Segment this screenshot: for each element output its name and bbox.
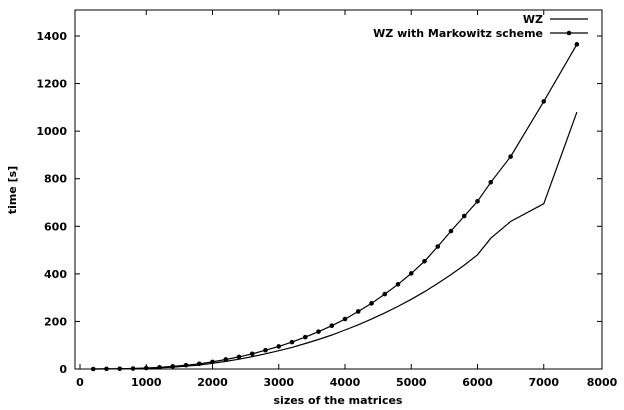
series-layer xyxy=(90,42,580,372)
data-point xyxy=(130,366,136,371)
data-point xyxy=(408,271,414,276)
legend-label-2: WZ with Markowitz scheme xyxy=(373,27,543,40)
legend-marker xyxy=(566,30,572,36)
series-line-1 xyxy=(93,111,578,370)
data-point xyxy=(369,301,374,306)
data-point xyxy=(183,362,189,368)
data-point xyxy=(342,316,348,322)
x-tick-label: 3000 xyxy=(263,376,294,389)
data-point xyxy=(461,213,467,219)
y-tick-label: 400 xyxy=(44,268,67,281)
data-point xyxy=(249,351,255,357)
data-point xyxy=(302,334,308,340)
y-tick-label: 600 xyxy=(44,220,67,233)
data-point xyxy=(422,258,427,264)
data-point xyxy=(488,179,494,185)
data-point xyxy=(170,364,176,369)
data-point xyxy=(574,42,580,47)
x-tick-label: 5000 xyxy=(396,376,427,389)
y-tick-label: 1400 xyxy=(36,30,67,43)
y-tick-label: 200 xyxy=(44,315,67,328)
y-tick-label: 1000 xyxy=(36,125,67,138)
x-tick-label: 2000 xyxy=(197,376,228,389)
data-point xyxy=(435,244,441,249)
x-tick-label: 4000 xyxy=(330,376,361,389)
data-point xyxy=(316,329,321,334)
data-point xyxy=(395,282,401,287)
series-line-2 xyxy=(93,43,578,370)
data-point xyxy=(541,99,547,104)
y-axis-label: time [s] xyxy=(6,166,19,214)
x-tick-label: 6000 xyxy=(462,376,493,389)
axis-ticks: 0 1000 2000 3000 4000 5000 6000 7000 8000 0 200 400… xyxy=(36,10,618,389)
data-point xyxy=(289,339,295,345)
data-point xyxy=(104,366,109,372)
plot-frame xyxy=(74,9,603,370)
y-tick-label: 1200 xyxy=(36,78,67,91)
x-tick-label: 8000 xyxy=(587,376,618,389)
data-point xyxy=(223,357,229,362)
data-point xyxy=(355,309,361,314)
data-point xyxy=(90,366,96,372)
y-tick-label: 0 xyxy=(59,363,67,376)
data-point xyxy=(508,154,513,159)
data-point xyxy=(196,361,202,367)
data-point xyxy=(475,199,480,204)
data-point xyxy=(329,323,335,329)
data-point xyxy=(143,365,149,371)
data-point xyxy=(236,354,242,360)
data-point xyxy=(117,366,123,372)
data-point xyxy=(210,359,215,365)
x-axis-label: sizes of the matrices xyxy=(274,394,403,407)
data-point xyxy=(448,228,454,234)
legend-label-1: WZ xyxy=(523,13,543,26)
x-tick-label: 7000 xyxy=(528,376,559,389)
x-tick-label: 1000 xyxy=(131,376,162,389)
data-point xyxy=(263,347,268,353)
data-point xyxy=(276,344,282,349)
data-point xyxy=(382,291,388,297)
data-point xyxy=(157,365,162,370)
y-tick-label: 800 xyxy=(44,173,67,186)
x-tick-label: 0 xyxy=(76,376,84,389)
